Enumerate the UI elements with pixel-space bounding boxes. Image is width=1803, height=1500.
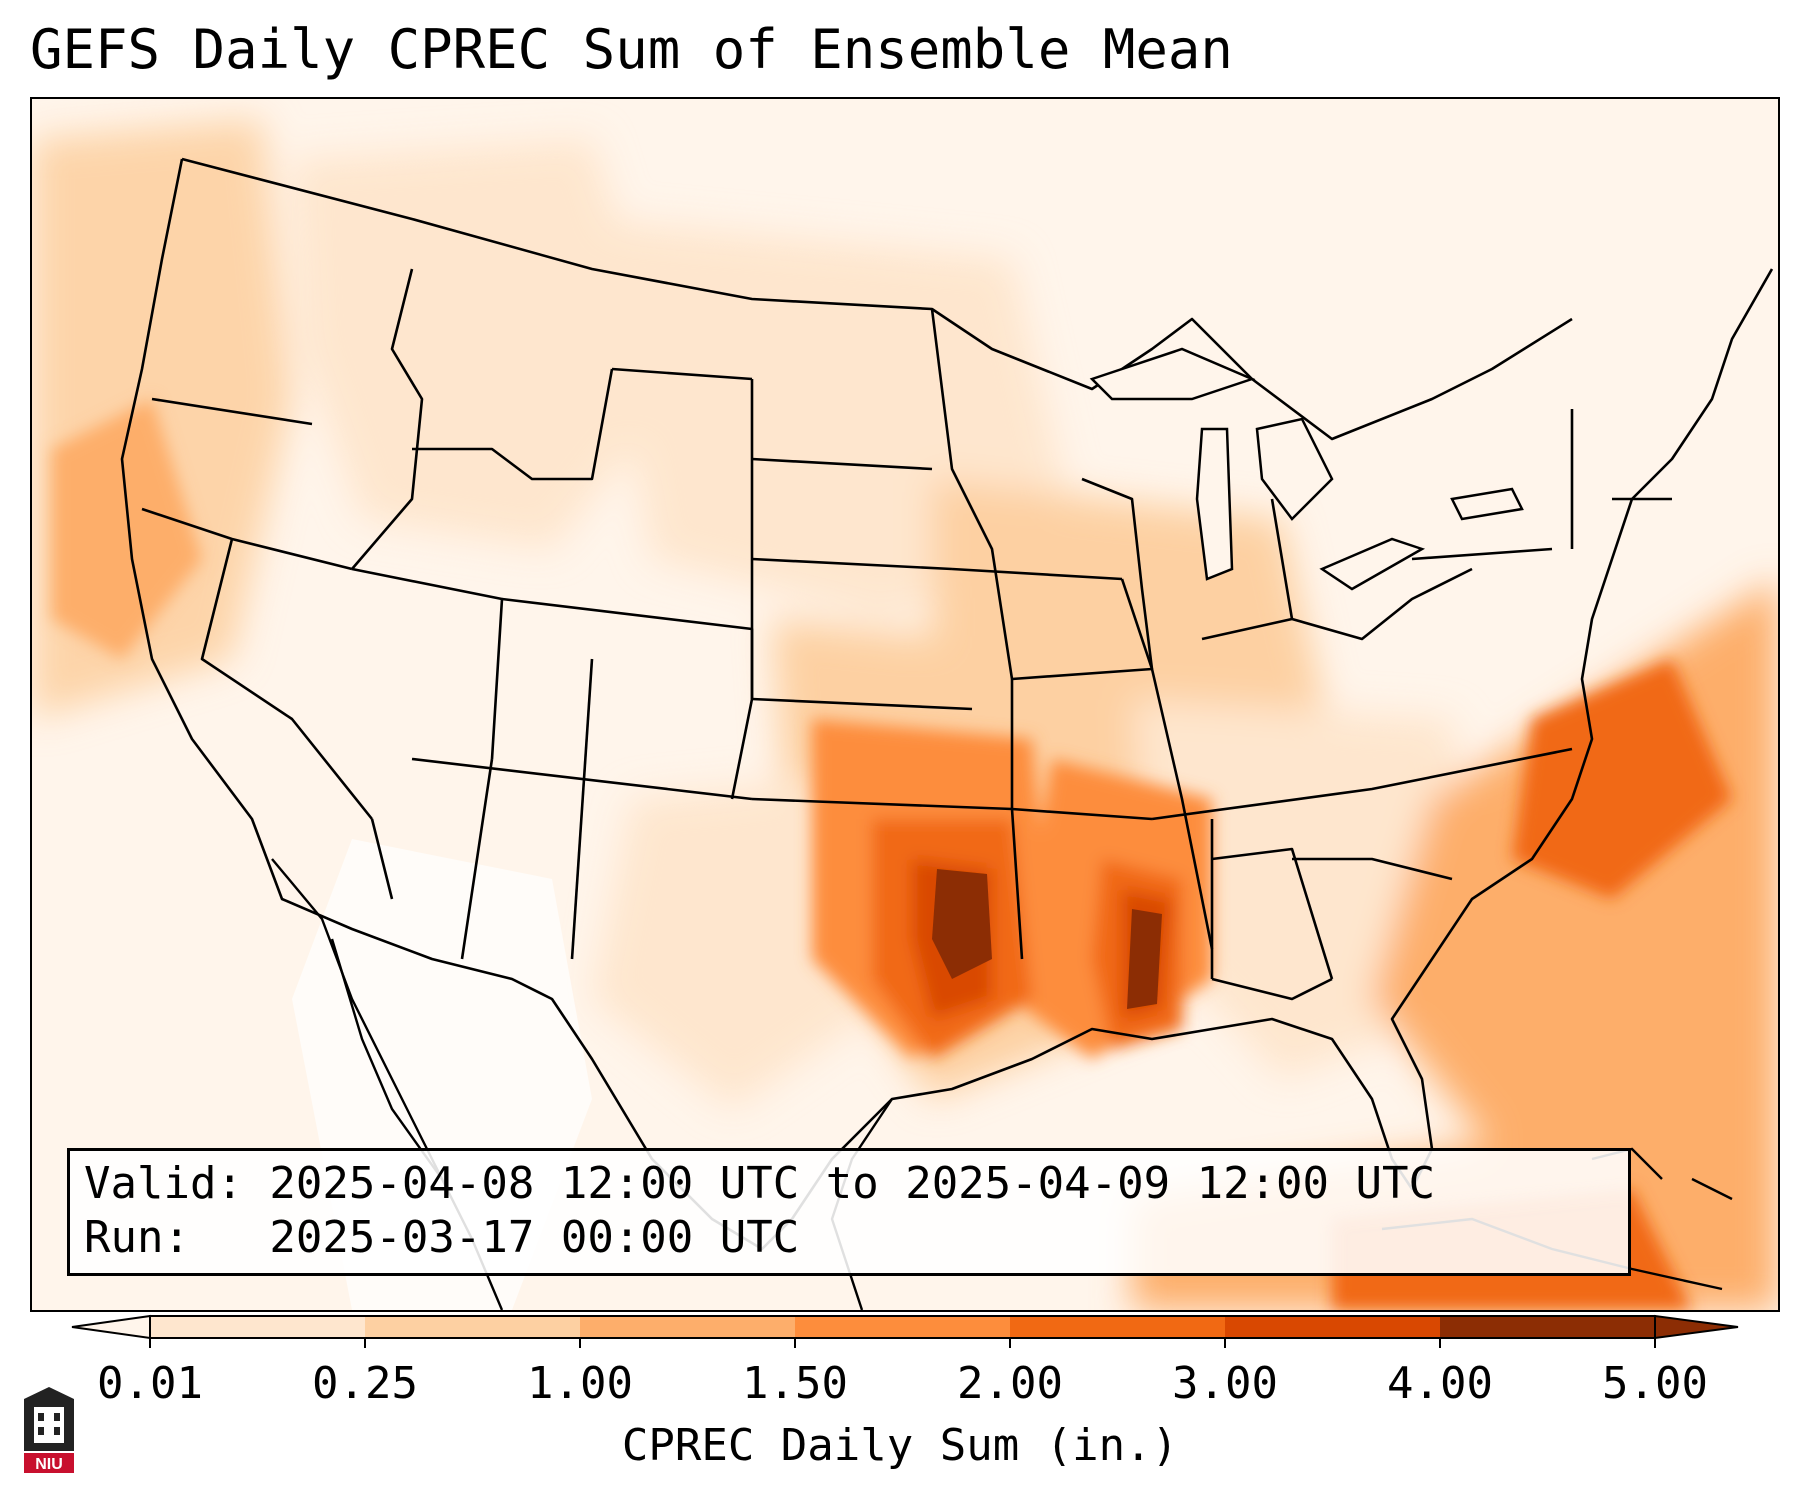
logo-tower <box>34 1407 64 1443</box>
map-title: GEFS Daily CPREC Sum of Ensemble Mean <box>30 18 1233 81</box>
run-time-label: Run: 2025-03-17 00:00 UTC <box>84 1212 800 1263</box>
colorbar-extend-high <box>1654 1314 1739 1340</box>
colorbar-tick-label: 3.00 <box>1172 1358 1278 1409</box>
colorbar-tick-label: 2.00 <box>957 1358 1063 1409</box>
colorbar-title: CPREC Daily Sum (in.) <box>621 1420 1179 1471</box>
validity-info-box: Valid: 2025-04-08 12:00 UTC to 2025-04-0… <box>67 1148 1631 1276</box>
logo-text: NIU <box>35 1456 63 1473</box>
niu-logo: NIU <box>24 1387 74 1473</box>
colorbar-segment <box>1225 1316 1440 1338</box>
colorbar-tick-label: 0.01 <box>97 1358 203 1409</box>
colorbar-segment <box>580 1316 795 1338</box>
colorbar <box>71 1314 1739 1348</box>
colorbar-tick-label: 5.00 <box>1602 1358 1708 1409</box>
precipitation-field <box>32 99 1778 1310</box>
colorbar-tick-label: 4.00 <box>1387 1358 1493 1409</box>
colorbar-extend-low <box>71 1314 151 1340</box>
great-lakes <box>1089 347 1524 591</box>
colorbar-segment <box>365 1316 580 1338</box>
colorbar-tick-label: 0.25 <box>312 1358 418 1409</box>
map-canvas <box>32 99 1778 1310</box>
precipitation-map <box>30 97 1780 1312</box>
colorbar-segment <box>150 1316 365 1338</box>
logo-banner <box>24 1453 74 1473</box>
colorbar-tick-label: 1.00 <box>527 1358 633 1409</box>
valid-time-label: Valid: 2025-04-08 12:00 UTC to 2025-04-0… <box>84 1158 1436 1209</box>
colorbar-frame <box>149 1315 1656 1339</box>
colorbar-segment <box>1010 1316 1225 1338</box>
colorbar-tick-label: 1.50 <box>742 1358 848 1409</box>
colorbar-segment <box>1440 1316 1655 1338</box>
colorbar-segment <box>795 1316 1010 1338</box>
